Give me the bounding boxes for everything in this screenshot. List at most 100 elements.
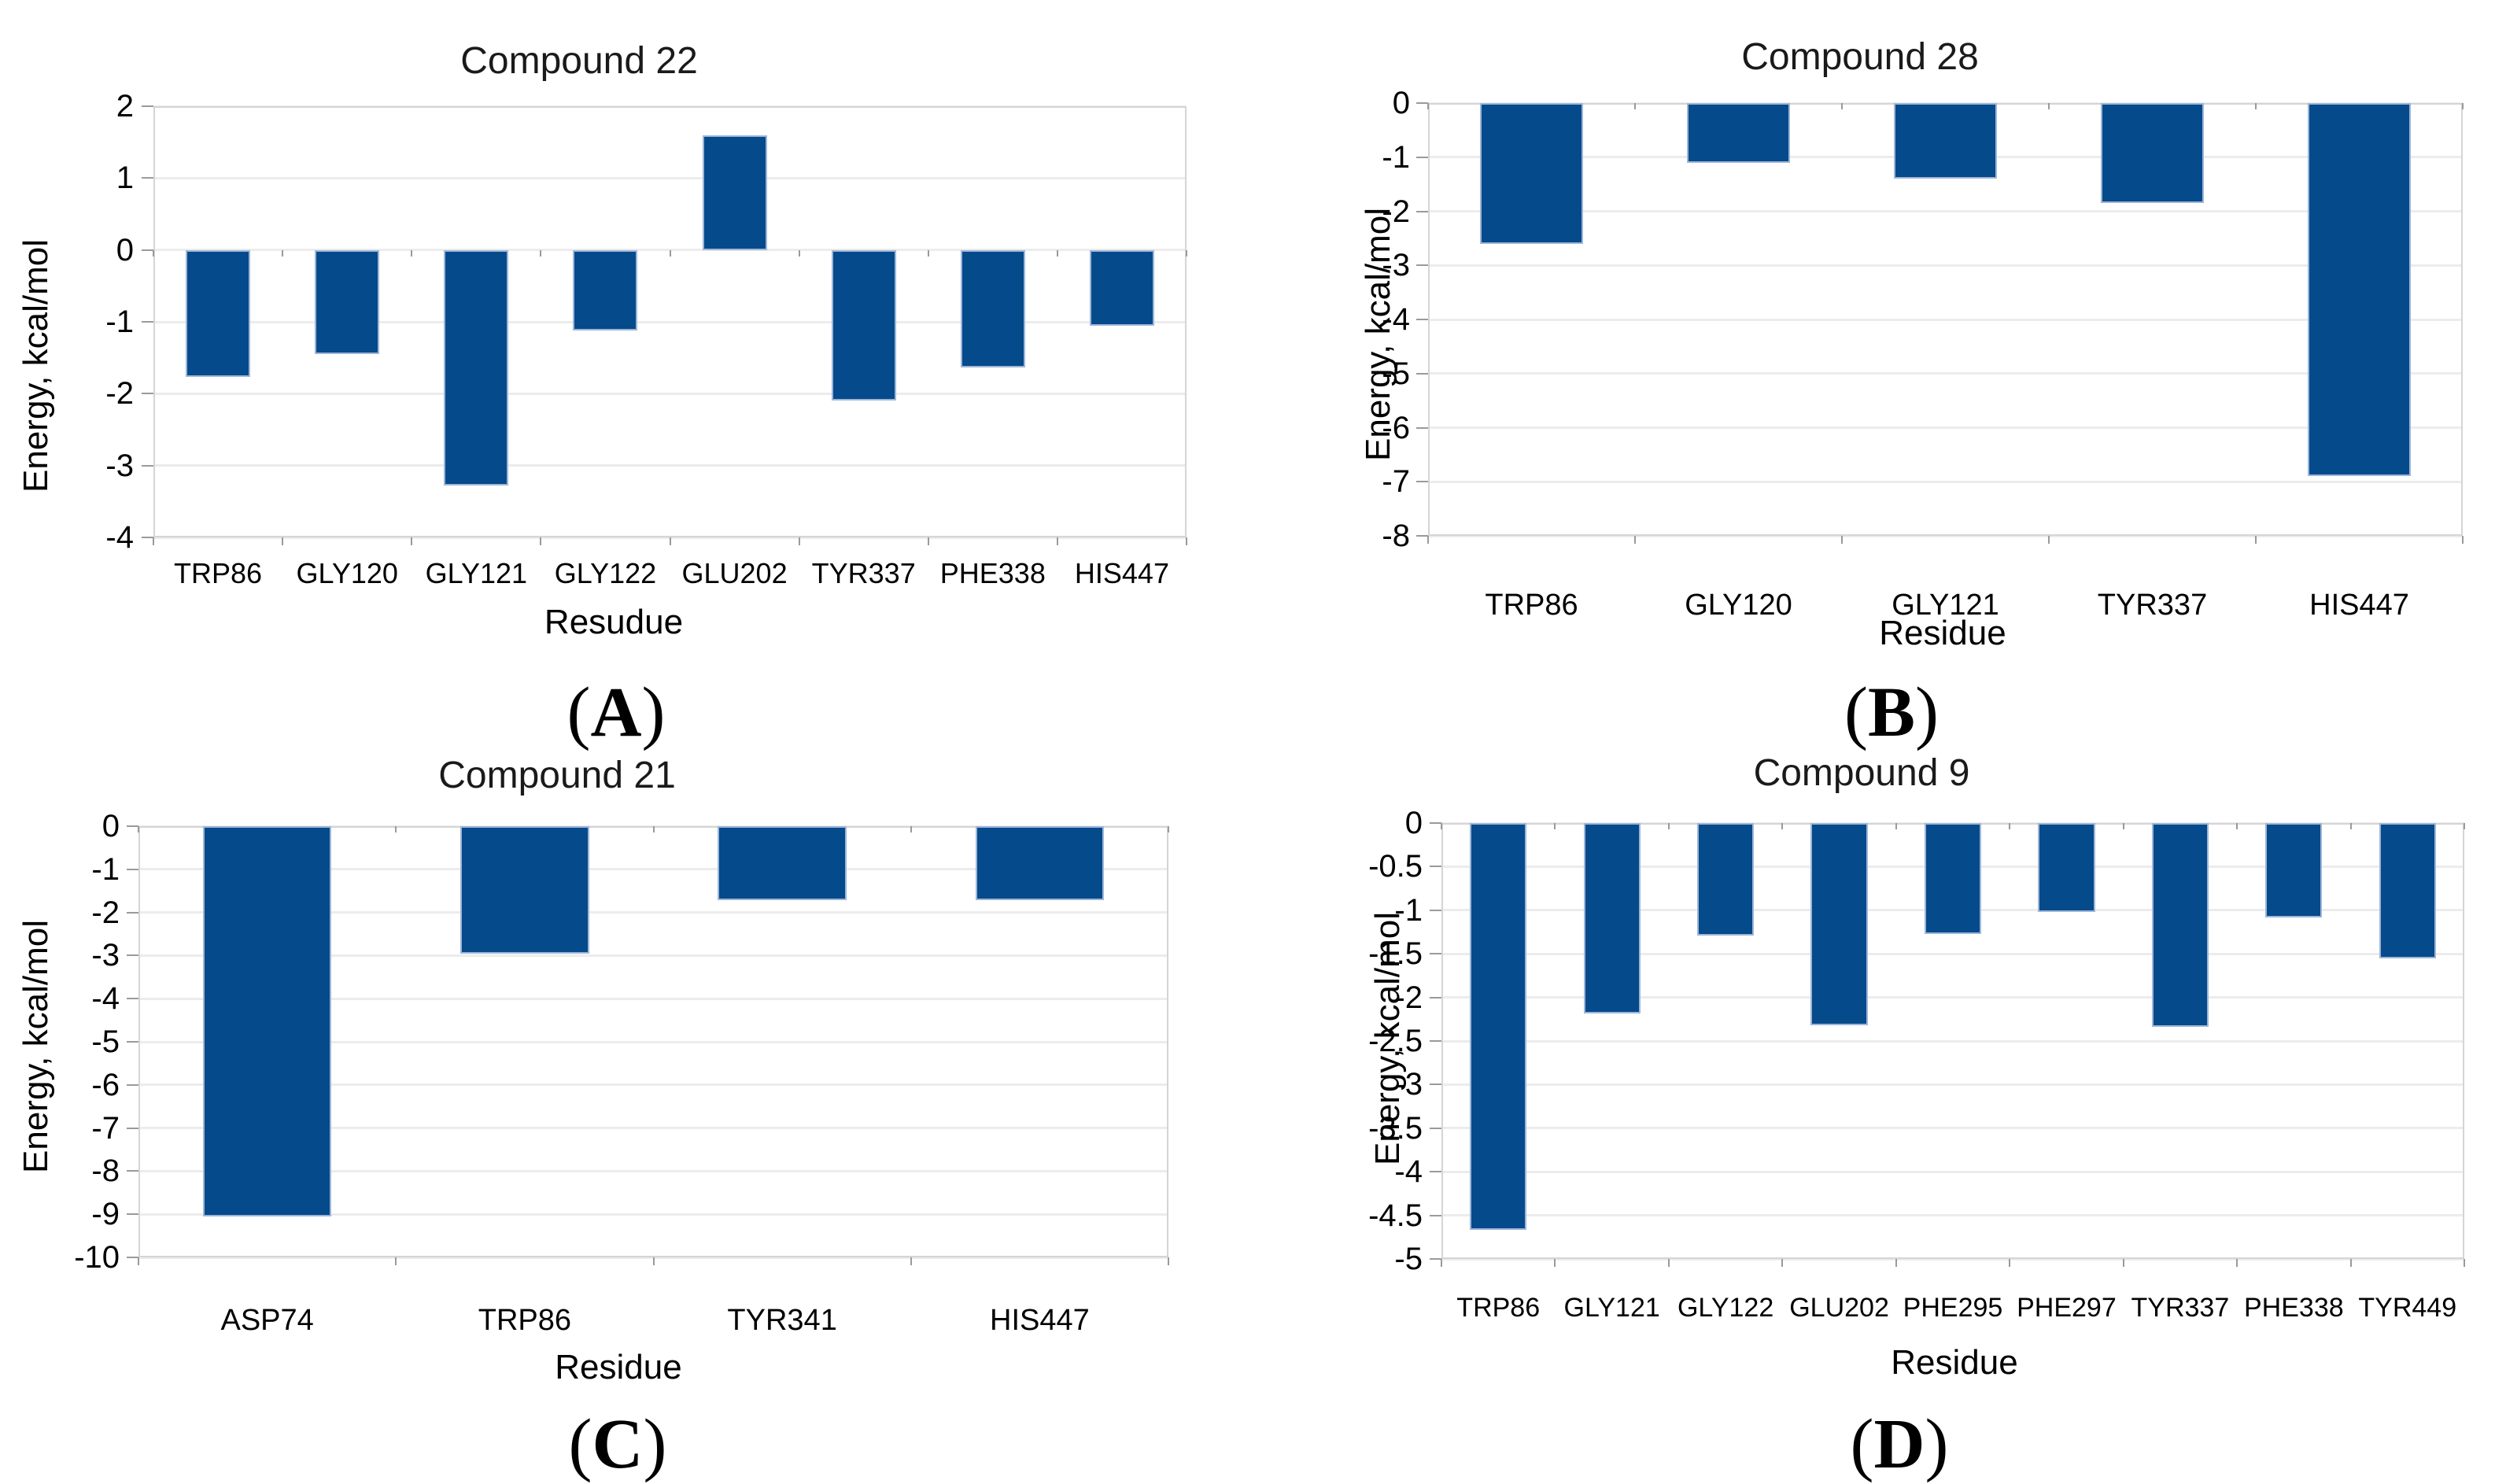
- plot-area: [153, 106, 1187, 537]
- y-tick-label: -3: [1382, 248, 1410, 283]
- category-label: GLY120: [296, 557, 398, 589]
- panel-letter-char: A: [590, 674, 642, 751]
- gridline: [1441, 1039, 2464, 1043]
- x-axis-tick: [1554, 1259, 1556, 1267]
- y-axis-tick: [127, 825, 138, 827]
- x-axis-tick: [2462, 103, 2464, 109]
- y-axis-title: Energy, kcal/mol: [17, 239, 55, 493]
- gridline: [153, 320, 1187, 323]
- panel-letter-paren-close: ): [1915, 674, 1939, 751]
- panel-letter-paren-close: ): [1925, 1405, 1949, 1483]
- x-axis-tick: [1427, 103, 1429, 109]
- bar: [831, 249, 896, 401]
- gridline: [1428, 480, 2463, 483]
- gridline: [1441, 1214, 2464, 1217]
- gridline: [1441, 996, 2464, 999]
- gridline: [153, 464, 1187, 467]
- gridline: [138, 997, 1168, 1000]
- x-axis-tick: [1634, 103, 1636, 109]
- y-axis-tick: [127, 1041, 138, 1043]
- gridline: [1441, 1083, 2464, 1086]
- y-tick-label: -2: [91, 895, 120, 930]
- gridline: [153, 392, 1187, 395]
- bar: [975, 826, 1105, 901]
- category-label: TYR337: [2131, 1293, 2230, 1323]
- gridline: [1428, 426, 2463, 429]
- x-axis-tick: [1781, 1259, 1784, 1267]
- x-axis-tick: [2236, 823, 2238, 829]
- y-axis-tick: [1416, 319, 1428, 320]
- bar: [573, 249, 638, 330]
- category-label: TYR341: [727, 1304, 837, 1337]
- y-tick-label: -8: [1382, 519, 1410, 553]
- y-tick-label: -7: [91, 1110, 120, 1146]
- x-axis-tick: [2464, 823, 2465, 829]
- x-axis-tick: [282, 249, 284, 257]
- y-axis-tick: [142, 537, 153, 538]
- y-tick-label: 0: [101, 809, 120, 844]
- gridline: [138, 911, 1168, 914]
- y-tick-label: -3: [91, 938, 120, 973]
- y-axis-tick: [127, 998, 138, 1000]
- y-axis-tick: [1430, 866, 1441, 868]
- y-axis-tick: [142, 105, 153, 107]
- y-axis-tick: [127, 1257, 138, 1258]
- x-axis-tick: [2464, 1259, 2465, 1267]
- y-tick-label: -5: [1394, 1242, 1423, 1276]
- bar: [1893, 103, 1998, 179]
- y-tick-label: 1: [116, 161, 134, 196]
- gridline: [138, 1083, 1168, 1087]
- y-tick-label: -6: [1382, 410, 1410, 445]
- x-axis-tick: [1667, 823, 1670, 829]
- x-axis-tick: [798, 249, 800, 257]
- bar: [1479, 103, 1584, 244]
- bar: [2265, 823, 2323, 917]
- y-axis-tick: [142, 464, 153, 467]
- y-tick-label: -2: [1382, 194, 1410, 229]
- bar: [702, 135, 767, 250]
- x-axis-tick: [652, 1257, 655, 1265]
- y-tick-label: -0.5: [1368, 849, 1423, 884]
- y-tick-label: -2: [105, 376, 134, 412]
- x-axis-tick: [540, 249, 542, 257]
- bar: [2379, 823, 2436, 958]
- x-axis-title: Residue: [1891, 1343, 2018, 1382]
- x-axis-tick: [2462, 536, 2464, 544]
- x-axis-tick: [1781, 823, 1784, 829]
- gridline: [138, 1040, 1168, 1043]
- y-axis-tick: [127, 911, 138, 914]
- y-axis-tick: [142, 321, 153, 323]
- bar: [2038, 823, 2095, 913]
- x-axis-tick: [2122, 823, 2124, 829]
- x-axis-tick: [395, 826, 397, 832]
- x-axis-tick: [153, 537, 154, 545]
- category-label: TRP86: [1485, 589, 1578, 622]
- bar: [2307, 103, 2412, 477]
- y-tick-label: -3: [1394, 1067, 1423, 1102]
- panel-letter-paren-open: (: [568, 1405, 592, 1483]
- y-axis-tick: [142, 393, 153, 395]
- y-axis-title: Energy, kcal/mol: [1368, 912, 1407, 1165]
- panel-letter-char: D: [1873, 1405, 1925, 1483]
- category-label: GLY121: [1563, 1293, 1660, 1323]
- y-tick-label: -3.5: [1368, 1110, 1423, 1146]
- category-label: TRP86: [174, 557, 263, 589]
- x-axis-tick: [669, 249, 671, 257]
- x-axis-title: Residue: [1879, 614, 2006, 652]
- y-axis-tick: [127, 1083, 138, 1086]
- y-axis-tick: [127, 868, 138, 870]
- x-axis-tick: [2122, 1259, 2124, 1267]
- x-axis-title: Resudue: [544, 603, 684, 641]
- category-label: TYR449: [2358, 1293, 2457, 1323]
- category-label: GLU202: [681, 557, 788, 589]
- y-tick-label: -9: [91, 1197, 120, 1232]
- chart-title: Compound 9: [1753, 752, 1970, 794]
- bar: [718, 826, 847, 901]
- gridline: [1441, 1127, 2464, 1130]
- panel-letter-paren-open: (: [567, 674, 591, 751]
- x-axis-tick: [395, 1257, 397, 1265]
- y-tick-label: -1: [91, 851, 120, 887]
- x-axis-tick: [1895, 823, 1897, 829]
- y-axis-tick: [127, 1127, 138, 1129]
- gridline: [138, 1213, 1168, 1216]
